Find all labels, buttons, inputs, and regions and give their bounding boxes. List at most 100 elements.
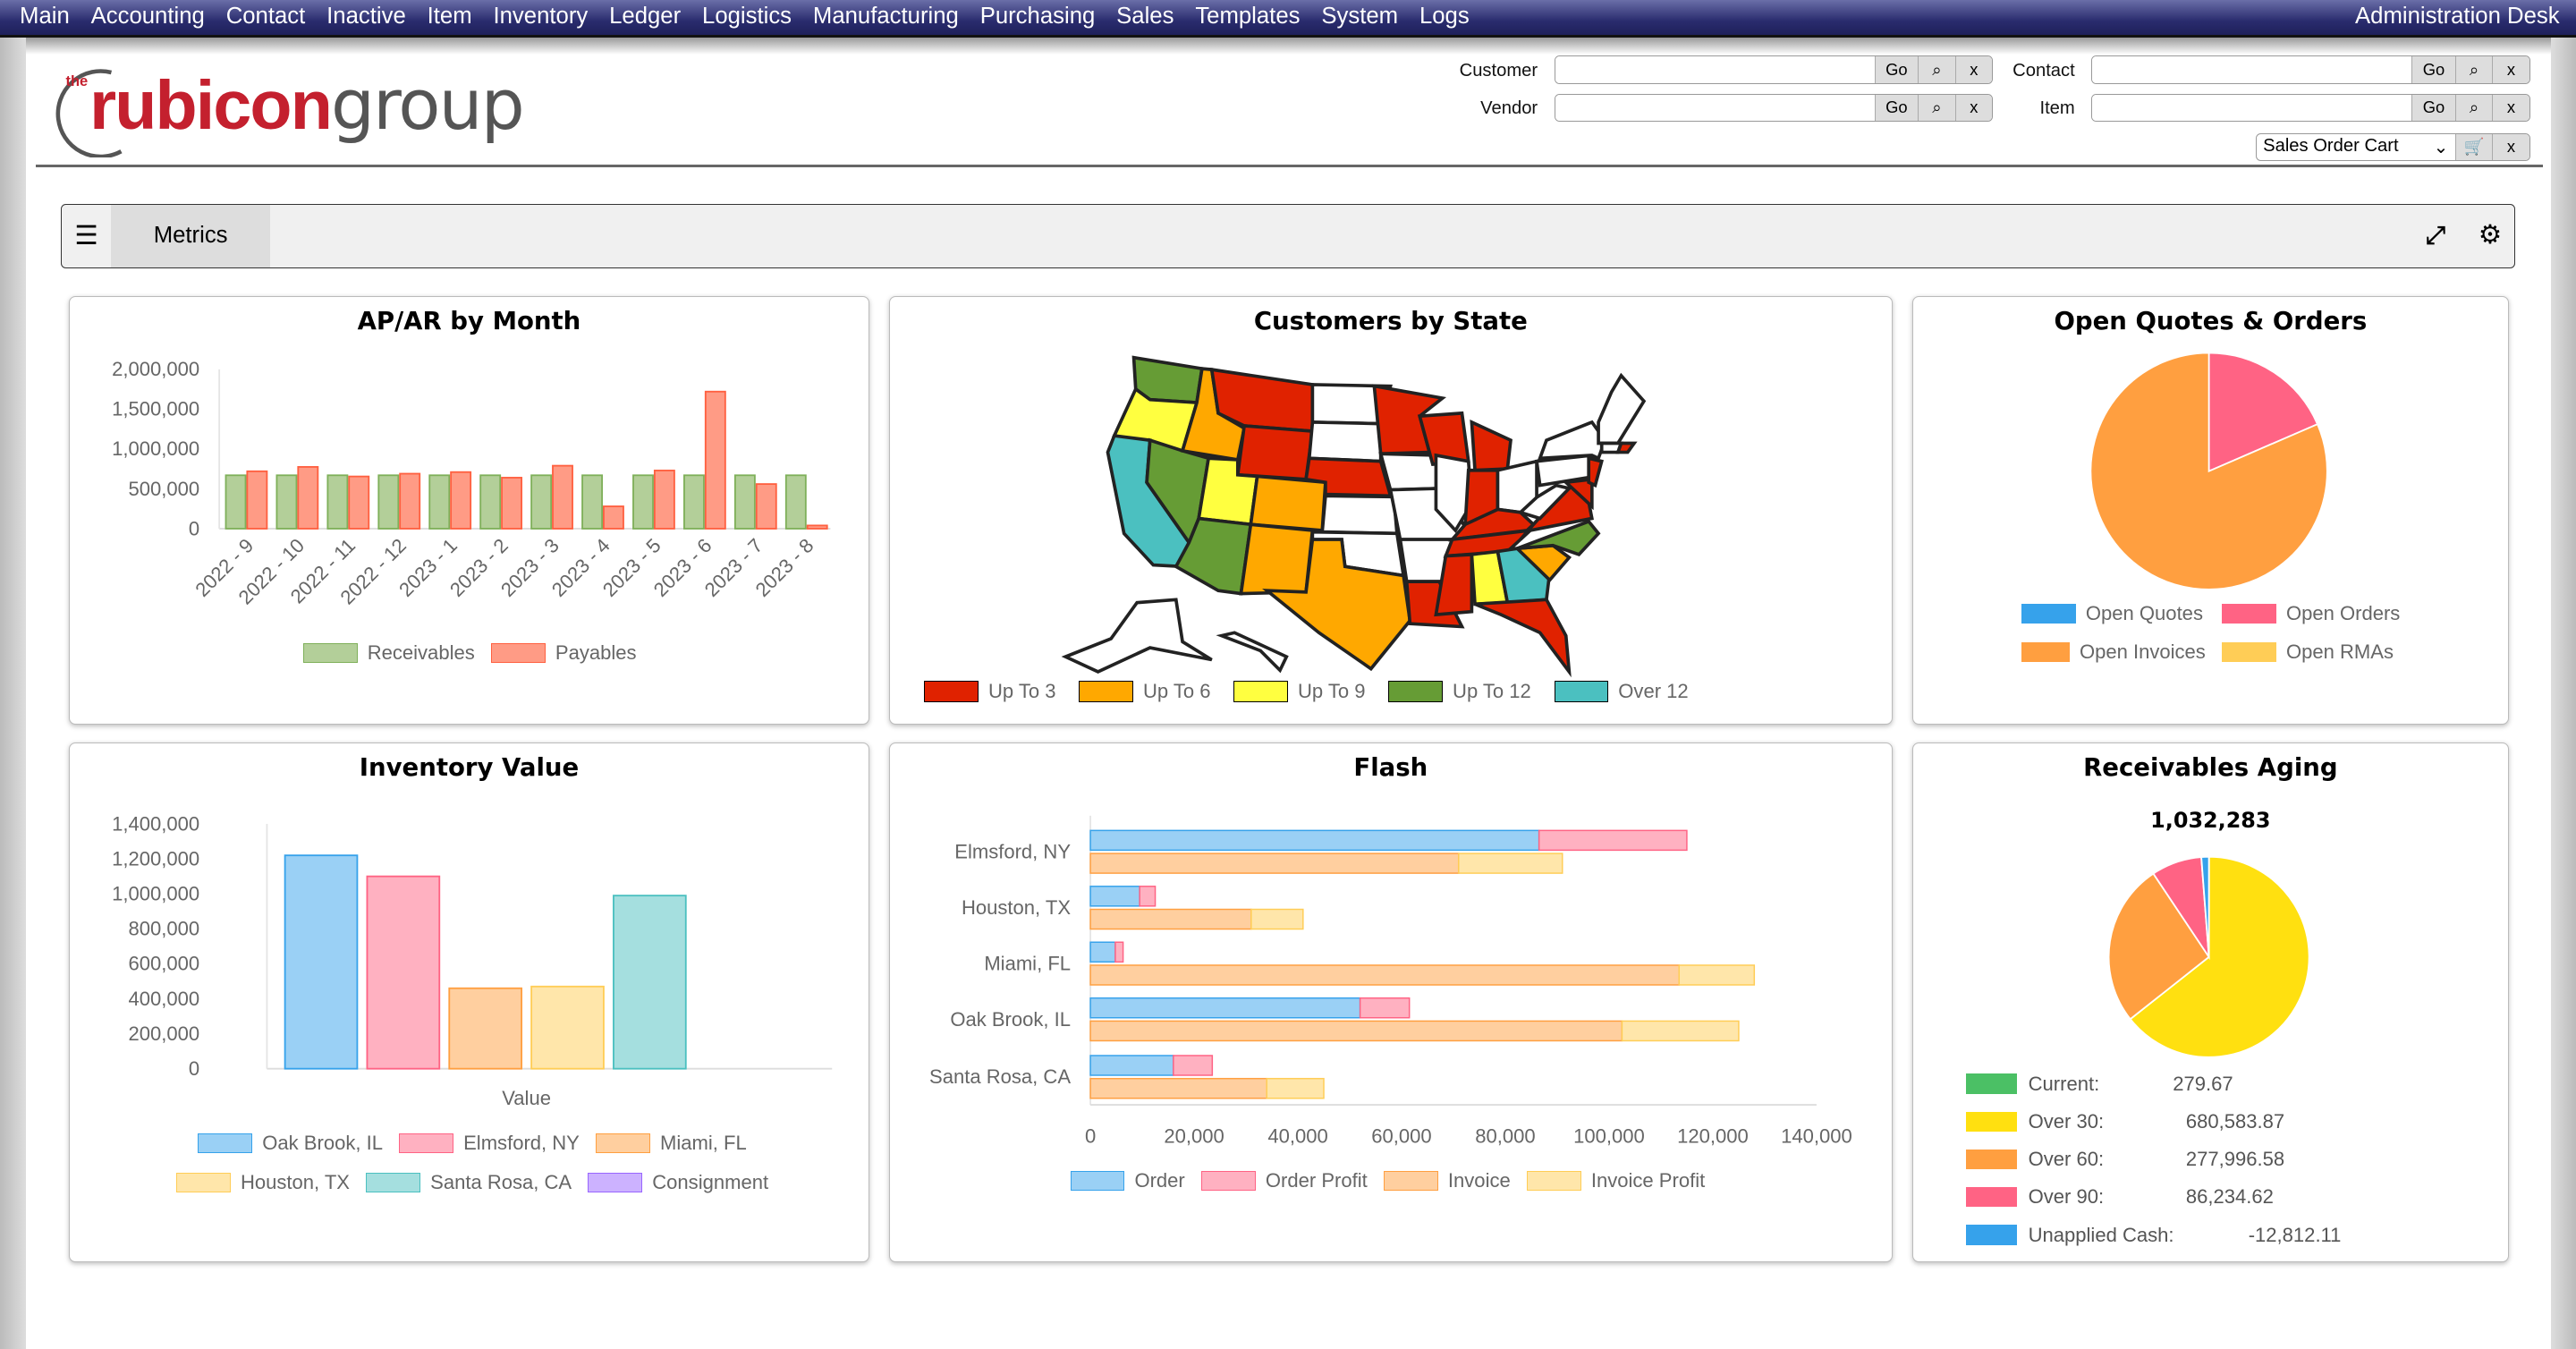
bar-invoice-profit[interactable] — [1266, 1078, 1325, 1099]
vendor-input[interactable] — [1555, 94, 1875, 122]
nav-item-inventory[interactable]: Inventory — [493, 3, 589, 29]
aging-legend-row[interactable]: Current: 279.67 — [1965, 1073, 2233, 1096]
bar-miami-fl[interactable] — [448, 988, 523, 1070]
state-nj[interactable] — [1589, 458, 1602, 485]
pie-slice-open-orders[interactable] — [2207, 352, 2319, 472]
bar-payables[interactable] — [705, 390, 726, 530]
bar-order[interactable] — [1089, 886, 1140, 907]
legend-item[interactable]: Santa Rosa, CA — [366, 1171, 572, 1194]
customer-input[interactable] — [1555, 56, 1875, 83]
customer-search-icon[interactable]: ⌕ — [1918, 56, 1955, 83]
bar-order-profit[interactable] — [1172, 1055, 1213, 1076]
bar-order-profit[interactable] — [1139, 886, 1156, 907]
vendor-clear-button[interactable]: x — [1954, 94, 1993, 122]
legend-item[interactable]: Consignment — [588, 1171, 768, 1194]
bar-payables[interactable] — [348, 475, 370, 530]
bar-invoice-profit[interactable] — [1678, 964, 1755, 986]
item-go-button[interactable]: Go — [2411, 94, 2455, 122]
nav-item-ledger[interactable]: Ledger — [609, 3, 682, 29]
legend-item[interactable]: Houston, TX — [176, 1171, 350, 1194]
bar-invoice[interactable] — [1089, 1020, 1623, 1042]
state-sd[interactable] — [1309, 422, 1381, 462]
bar-receivables[interactable] — [428, 473, 451, 530]
legend-payables[interactable]: Payables — [491, 641, 637, 665]
nav-item-logs[interactable]: Logs — [1419, 3, 1470, 29]
bar-receivables[interactable] — [530, 473, 553, 530]
state-tx[interactable] — [1267, 539, 1410, 669]
bar-payables[interactable] — [399, 472, 421, 530]
expand-icon[interactable]: ⤢ — [2425, 221, 2445, 250]
legend-item[interactable]: Oak Brook, IL — [198, 1132, 383, 1155]
logo[interactable]: the rubicon group — [46, 63, 588, 158]
aging-legend-row[interactable]: Over 90: 86,234.62 — [1965, 1185, 2274, 1209]
map-legend-item[interactable]: Up To 9 — [1233, 680, 1366, 703]
bar-receivables[interactable] — [225, 473, 247, 530]
pie-slice-over-60[interactable] — [2107, 872, 2210, 1021]
nav-item-logistics[interactable]: Logistics — [702, 3, 792, 29]
tab-metrics[interactable]: Metrics — [111, 204, 271, 267]
state-ga[interactable] — [1497, 548, 1549, 603]
legend-receivables[interactable]: Receivables — [302, 641, 475, 665]
bar-invoice-profit[interactable] — [1250, 908, 1304, 930]
state-ak[interactable] — [1065, 599, 1211, 672]
bar-invoice-profit[interactable] — [1621, 1020, 1740, 1042]
legend-item[interactable]: Open Invoices — [2021, 641, 2206, 664]
bar-receivables[interactable] — [632, 473, 655, 530]
state-nc[interactable] — [1517, 522, 1598, 555]
legend-item[interactable]: Invoice — [1384, 1169, 1511, 1192]
vendor-search-icon[interactable]: ⌕ — [1918, 94, 1955, 122]
aging-legend-row[interactable]: Over 30: 680,583.87 — [1965, 1110, 2284, 1133]
cart-icon[interactable]: 🛒 — [2454, 133, 2493, 161]
contact-search-icon[interactable]: ⌕ — [2454, 56, 2493, 83]
aging-legend-row[interactable]: Over 60: 277,996.58 — [1965, 1148, 2284, 1171]
bar-receivables[interactable] — [785, 473, 807, 530]
map-legend-item[interactable]: Over 12 — [1554, 680, 1689, 703]
bar-invoice[interactable] — [1089, 908, 1252, 930]
bar-invoice[interactable] — [1089, 853, 1460, 875]
sales-order-cart-select[interactable]: Sales Order Cart ⌄ — [2257, 134, 2455, 160]
legend-item[interactable]: Elmsford, NY — [399, 1132, 580, 1155]
bar-elmsford-ny[interactable] — [366, 875, 441, 1070]
legend-item[interactable]: Order Profit — [1201, 1169, 1368, 1192]
state-md[interactable] — [1566, 479, 1592, 506]
bar-order[interactable] — [1089, 829, 1540, 852]
nav-item-inactive[interactable]: Inactive — [326, 3, 406, 29]
state-ms[interactable] — [1436, 555, 1471, 615]
bar-payables[interactable] — [450, 471, 472, 530]
nav-administration-desk[interactable]: Administration Desk — [2355, 3, 2560, 29]
bar-invoice[interactable] — [1089, 1078, 1267, 1099]
nav-item-sales[interactable]: Sales — [1116, 3, 1174, 29]
bar-receivables[interactable] — [326, 473, 349, 530]
bar-order-profit[interactable] — [1114, 941, 1123, 963]
nav-item-manufacturing[interactable]: Manufacturing — [812, 3, 959, 29]
bar-santa-rosa-ca[interactable] — [613, 895, 687, 1070]
legend-item[interactable]: Order — [1070, 1169, 1185, 1192]
bar-receivables[interactable] — [581, 473, 604, 530]
nav-item-purchasing[interactable]: Purchasing — [979, 3, 1096, 29]
vendor-go-button[interactable]: Go — [1874, 94, 1919, 122]
state-il[interactable] — [1436, 455, 1471, 530]
legend-item[interactable]: Invoice Profit — [1527, 1169, 1705, 1192]
bar-order[interactable] — [1089, 997, 1360, 1019]
pie-slice-open-invoices[interactable] — [2089, 352, 2328, 590]
bar-payables[interactable] — [297, 465, 319, 530]
item-input[interactable] — [2092, 94, 2412, 122]
state-wy[interactable] — [1238, 426, 1313, 479]
bar-order[interactable] — [1089, 1055, 1174, 1076]
state-ny[interactable] — [1539, 422, 1605, 458]
state-wv[interactable] — [1521, 485, 1569, 518]
nav-item-main[interactable]: Main — [20, 3, 70, 29]
legend-item[interactable]: Open Quotes — [2021, 602, 2206, 625]
bar-receivables[interactable] — [734, 473, 756, 530]
cart-clear-button[interactable]: x — [2492, 133, 2529, 161]
legend-item[interactable]: Open Orders — [2222, 602, 2406, 625]
bar-receivables[interactable] — [479, 473, 502, 530]
customer-clear-button[interactable]: x — [1954, 56, 1993, 83]
contact-input[interactable] — [2092, 56, 2412, 83]
nav-item-accounting[interactable]: Accounting — [90, 3, 205, 29]
state-ks[interactable] — [1322, 496, 1397, 533]
bar-payables[interactable] — [806, 524, 828, 530]
customer-go-button[interactable]: Go — [1874, 56, 1919, 83]
nav-item-item[interactable]: Item — [427, 3, 472, 29]
bar-order-profit[interactable] — [1359, 997, 1411, 1019]
